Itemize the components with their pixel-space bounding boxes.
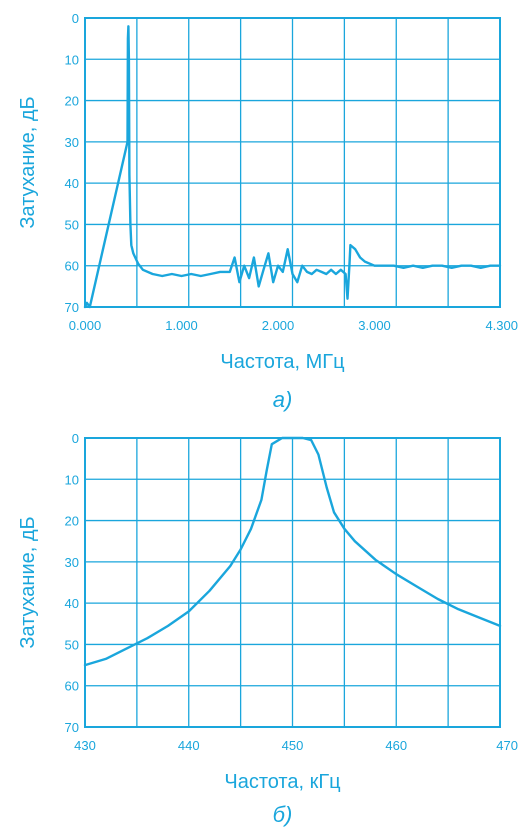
y-tick-label: 0 (72, 11, 79, 26)
y-tick-label: 40 (65, 176, 79, 191)
y-tick-label: 10 (65, 472, 79, 487)
x-axis-title: Частота, кГц (224, 771, 340, 793)
x-tick-label: 0.000 (69, 318, 102, 333)
x-tick-label: 450 (282, 738, 304, 753)
x-tick-label: 470 (496, 738, 518, 753)
y-tick-label: 60 (65, 259, 79, 274)
y-tick-label: 30 (65, 555, 79, 570)
y-tick-label: 10 (65, 52, 79, 67)
panel-label: б) (273, 802, 293, 827)
x-tick-label: 440 (178, 738, 200, 753)
y-tick-label: 40 (65, 596, 79, 611)
x-tick-label: 1.000 (165, 318, 198, 333)
y-tick-label: 60 (65, 679, 79, 694)
y-axis-title: Затухание, дБ (17, 96, 39, 228)
x-tick-label: 3.000 (358, 318, 391, 333)
chart-panel-a: 0 10 20 30 40 50 60 70 0.000 1.000 2.000 3.000 4.300… (17, 11, 518, 412)
panel-label: а) (273, 387, 293, 412)
series-line (83, 25, 502, 309)
x-tick-label: 430 (74, 738, 96, 753)
y-tick-label: 30 (65, 135, 79, 150)
y-tick-label: 0 (72, 431, 79, 446)
chart-panel-b: 0 10 20 30 40 50 60 70 430 440 450 460 470 Частота, к… (17, 431, 518, 827)
y-tick-label: 50 (65, 217, 79, 232)
y-axis-title: Затухание, дБ (17, 516, 39, 648)
x-tick-label: 4.300 (485, 318, 518, 333)
series-line (83, 436, 502, 667)
x-tick-label: 460 (385, 738, 407, 753)
y-tick-label: 20 (65, 514, 79, 529)
x-axis-title: Частота, МГц (220, 351, 344, 373)
y-tick-label: 50 (65, 637, 79, 652)
y-tick-label: 70 (65, 300, 79, 315)
y-tick-label: 70 (65, 720, 79, 735)
y-tick-label: 20 (65, 94, 79, 109)
x-tick-label: 2.000 (262, 318, 295, 333)
